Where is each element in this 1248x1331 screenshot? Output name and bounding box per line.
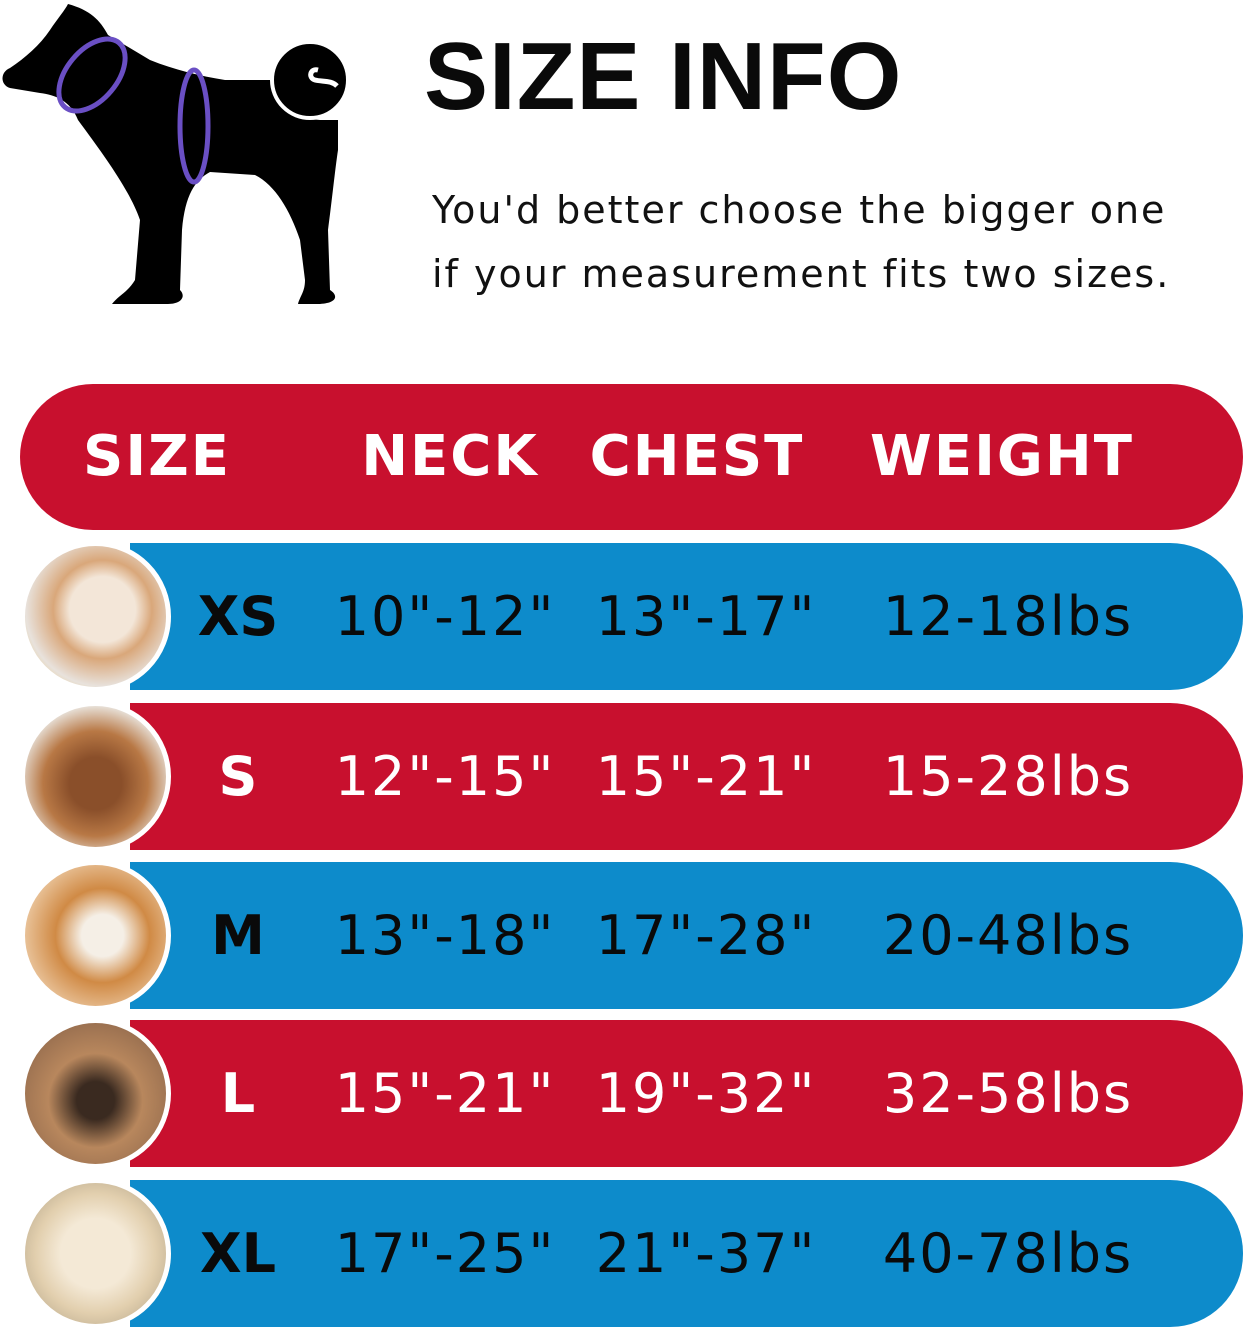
subtitle-line-2: if your measurement fits two sizes. (432, 252, 1171, 296)
size-cell: S (218, 745, 258, 808)
size-cell: M (211, 904, 265, 967)
table-row: M 13"-18" 17"-28" 20-48lbs (20, 860, 1243, 1011)
size-cell: XL (199, 1222, 277, 1285)
chest-cell: 21"-37" (595, 1222, 817, 1285)
row-bar (130, 1020, 1243, 1167)
neck-cell: 13"-18" (334, 904, 556, 967)
weight-cell: 20-48lbs (882, 904, 1134, 967)
header-size: SIZE (82, 424, 232, 489)
chest-cell: 17"-28" (595, 904, 817, 967)
weight-cell: 12-18lbs (882, 585, 1134, 648)
weight-cell: 40-78lbs (882, 1222, 1134, 1285)
neck-cell: 10"-12" (334, 585, 556, 648)
header-weight: WEIGHT (870, 424, 1134, 489)
row-bar (130, 543, 1243, 690)
neck-cell: 15"-21" (334, 1062, 556, 1125)
row-bar (130, 1180, 1243, 1327)
french-bulldog-photo (20, 1018, 171, 1169)
dog-measurement-icon (2, 4, 350, 304)
row-bar (130, 862, 1243, 1009)
header-neck: NECK (361, 424, 539, 489)
table-row: S 12"-15" 15"-21" 15-28lbs (20, 701, 1243, 852)
neck-cell: 12"-15" (334, 745, 556, 808)
table-header: SIZE NECK CHEST WEIGHT (20, 384, 1243, 530)
labrador-photo (20, 1178, 171, 1329)
header-chest: CHEST (589, 424, 805, 489)
chest-cell: 19"-32" (595, 1062, 817, 1125)
size-cell: L (220, 1062, 256, 1125)
size-cell: XS (197, 585, 279, 648)
weight-cell: 15-28lbs (882, 745, 1134, 808)
subtitle-line-1: You'd better choose the bigger one (432, 188, 1167, 232)
pomeranian-photo (20, 541, 171, 692)
chest-cell: 13"-17" (595, 585, 817, 648)
chest-cell: 15"-21" (595, 745, 817, 808)
weight-cell: 32-58lbs (882, 1062, 1134, 1125)
shiba-photo (20, 860, 171, 1011)
neck-cell: 17"-25" (334, 1222, 556, 1285)
table-row: L 15"-21" 19"-32" 32-58lbs (20, 1018, 1243, 1169)
poodle-photo (20, 701, 171, 852)
table-row: XS 10"-12" 13"-17" 12-18lbs (20, 541, 1243, 692)
table-row: XL 17"-25" 21"-37" 40-78lbs (20, 1178, 1243, 1329)
page-title: SIZE INFO (424, 23, 903, 130)
row-bar (130, 703, 1243, 850)
